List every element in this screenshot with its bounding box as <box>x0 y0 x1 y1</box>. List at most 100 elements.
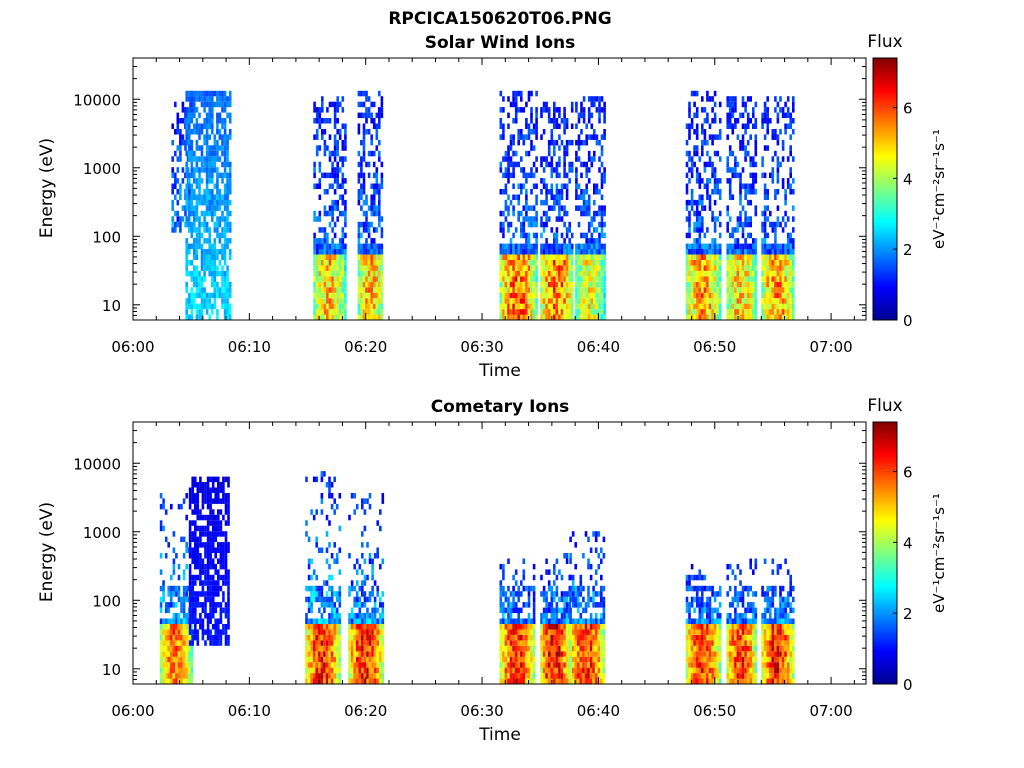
spectrogram-cell <box>222 482 225 488</box>
spectrogram-cell <box>363 574 367 581</box>
spectrogram-cell <box>323 254 327 260</box>
spectrogram-cell <box>600 161 604 168</box>
spectrogram-cell <box>182 656 186 663</box>
spectrogram-cell <box>776 118 780 124</box>
spectrogram-cell <box>587 134 591 140</box>
spectrogram-cell <box>200 232 204 239</box>
spectrogram-cell <box>693 145 696 151</box>
spectrogram-cell <box>323 651 326 657</box>
spectrogram-cell <box>741 96 745 102</box>
spectrogram-cell <box>693 221 696 228</box>
spectrogram-cell <box>532 303 536 310</box>
spectrogram-cell <box>792 260 795 266</box>
spectrogram-cell <box>330 634 334 641</box>
spectrogram-cell <box>509 591 513 597</box>
spectrogram-cell <box>226 156 229 162</box>
spectrogram-cell <box>749 314 752 320</box>
spectrogram-cell <box>580 276 583 282</box>
spectrogram-cell <box>540 574 543 581</box>
spectrogram-cell <box>333 265 337 271</box>
spectrogram-cell <box>595 254 599 260</box>
spectrogram-cell <box>203 265 206 271</box>
spectrogram-cell <box>211 254 214 260</box>
spectrogram-cell <box>206 613 210 619</box>
spectrogram-cell <box>786 107 790 113</box>
spectrogram-cell <box>181 167 185 173</box>
spectrogram-cell <box>353 662 356 668</box>
spectrogram-cell <box>565 254 569 260</box>
spectrogram-cell <box>766 123 769 129</box>
spectrogram-cell <box>771 314 775 320</box>
spectrogram-cell <box>320 673 324 679</box>
spectrogram-cell <box>227 476 230 483</box>
spectrogram-cell <box>706 243 709 250</box>
spectrogram-cell <box>341 96 345 102</box>
spectrogram-cell <box>209 618 212 624</box>
spectrogram-cell <box>512 276 515 282</box>
spectrogram-cell <box>307 574 311 581</box>
spectrogram-cell <box>530 634 533 641</box>
spectrogram-cell <box>204 580 207 586</box>
spectrogram-cell <box>206 514 210 521</box>
spectrogram-cell <box>565 227 569 233</box>
spectrogram-cell <box>590 287 594 293</box>
spectrogram-cell <box>734 309 737 315</box>
spectrogram-cell <box>555 574 559 581</box>
spectrogram-cell <box>179 139 182 146</box>
spectrogram-cell <box>159 651 163 657</box>
spectrogram-cell <box>565 292 569 299</box>
spectrogram-cell <box>565 303 569 310</box>
spectrogram-cell <box>582 189 586 195</box>
spectrogram-cell <box>320 613 324 619</box>
spectrogram-cell <box>333 558 336 564</box>
spectrogram-cell <box>209 493 212 499</box>
spectrogram-cell <box>728 96 732 102</box>
spectrogram-cell <box>378 118 381 124</box>
spectrogram-cell <box>514 243 518 250</box>
spectrogram-cell <box>193 298 196 304</box>
spectrogram-cell <box>535 183 538 189</box>
spectrogram-cell <box>542 298 546 304</box>
spectrogram-cell <box>182 651 186 657</box>
spectrogram-cell <box>365 107 368 113</box>
spectrogram-cell <box>504 265 508 271</box>
spectrogram-cell <box>550 249 554 255</box>
spectrogram-cell <box>203 216 206 222</box>
spectrogram-cell <box>754 172 758 179</box>
spectrogram-cell <box>525 123 528 129</box>
spectrogram-cell <box>570 161 574 168</box>
spectrogram-cell <box>525 309 528 315</box>
spectrogram-cell <box>560 243 564 250</box>
spectrogram-cell <box>558 194 561 200</box>
spectrogram-cell <box>224 547 228 553</box>
spectrogram-cell <box>504 645 508 652</box>
spectrogram-cell <box>167 645 170 652</box>
spectrogram-cell <box>520 591 523 597</box>
spectrogram-cell <box>198 216 201 222</box>
spectrogram-cell <box>325 580 329 586</box>
spectrogram-cell <box>315 249 319 255</box>
spectrogram-cell <box>754 298 758 304</box>
spectrogram-cell <box>792 178 795 184</box>
spectrogram-cell <box>771 172 775 179</box>
spectrogram-cell <box>711 298 714 304</box>
spectrogram-cell <box>221 107 224 113</box>
spectrogram-cell <box>693 314 696 320</box>
spectrogram-cell <box>344 145 347 151</box>
spectrogram-cell <box>190 150 194 157</box>
spectrogram-cell <box>167 542 170 548</box>
spectrogram-cell <box>172 662 176 668</box>
spectrogram-cell <box>357 150 361 157</box>
spectrogram-cell <box>328 645 331 652</box>
spectrogram-cell <box>547 107 551 113</box>
spectrogram-cell <box>172 563 176 570</box>
spectrogram-cell <box>736 260 740 266</box>
spectrogram-cell <box>318 107 322 113</box>
spectrogram-cell <box>368 667 372 674</box>
spectrogram-cell <box>362 276 366 282</box>
spectrogram-cell <box>190 276 194 282</box>
spectrogram-cell <box>507 634 510 641</box>
spectrogram-cell <box>685 292 689 299</box>
spectrogram-cell <box>188 602 192 608</box>
spectrogram-cell <box>708 178 712 184</box>
